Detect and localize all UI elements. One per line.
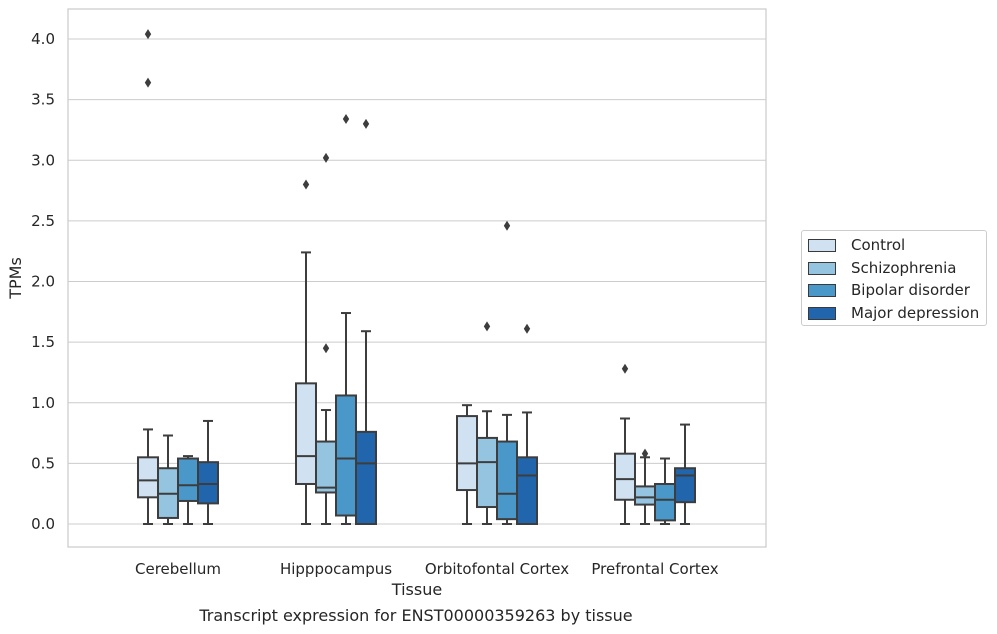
legend-swatch-schizophrenia: [808, 261, 836, 275]
outlier-point: [144, 77, 152, 88]
y-tick-label: 4.0: [31, 30, 55, 48]
box-control-cerebellum: [137, 29, 159, 525]
box-iqr: [496, 440, 518, 521]
x-tick-label: Hipppocampus: [280, 560, 392, 578]
y-tick-label: 1.5: [31, 333, 55, 351]
legend-swatch-bipolar-disorder: [808, 283, 836, 297]
box-iqr: [315, 440, 337, 494]
y-tick-label: 2.0: [31, 273, 55, 291]
x-axis-ticks: Cerebellum Hipppocampus Orbitofontal Corte…: [135, 560, 719, 578]
box-iqr: [654, 482, 676, 522]
outlier-point: [641, 448, 649, 459]
box-schizophrenia-hipppocampus: [315, 152, 337, 525]
box-bipolar-disorder-prefrontal-cortex: [654, 457, 676, 525]
box-iqr: [177, 457, 199, 502]
y-tick-label: 3.0: [31, 151, 55, 169]
y-axis-ticks: 0.0 0.5 1.0 1.5 2.0 2.5 3.0 3.5 4.0: [31, 30, 55, 533]
box-iqr: [614, 452, 636, 501]
box-iqr: [197, 461, 219, 505]
y-tick-label: 2.5: [31, 212, 55, 230]
outlier-point: [362, 118, 370, 129]
y-tick-label: 3.5: [31, 91, 55, 109]
box-major-depression-cerebellum: [197, 419, 219, 525]
legend-item-schizophrenia: Schizophrenia: [808, 258, 956, 278]
legend-label-bipolar-disorder: Bipolar disorder: [851, 281, 970, 299]
legend-item-control: Control: [808, 235, 905, 255]
legend-swatch-control: [808, 238, 836, 252]
legend-swatch-major-depression: [808, 306, 836, 320]
legend-label-control: Control: [851, 236, 906, 254]
box-iqr: [295, 382, 317, 485]
box-control-orbitofontal-cortex: [456, 404, 478, 525]
box-iqr: [137, 456, 159, 499]
box-schizophrenia-cerebellum: [157, 434, 179, 525]
box-control-hipppocampus: [295, 179, 317, 525]
box-iqr: [634, 485, 656, 506]
y-axis-label: TPMs: [6, 257, 25, 300]
box-iqr: [456, 415, 478, 492]
outlier-point: [302, 179, 310, 190]
gridlines: [68, 38, 766, 525]
outlier-point: [342, 114, 350, 125]
box-major-depression-hipppocampus: [355, 118, 377, 526]
outlier-point: [503, 220, 511, 231]
outlier-point: [322, 152, 330, 163]
box-iqr: [355, 430, 377, 526]
box-control-prefrontal-cortex: [614, 363, 636, 525]
box-plots: [137, 29, 696, 526]
box-major-depression-orbitofontal-cortex: [516, 323, 538, 525]
y-tick-label: 1.0: [31, 394, 55, 412]
chart-caption: Transcript expression for ENST0000035926…: [199, 606, 633, 625]
box-iqr: [335, 394, 357, 517]
x-tick-label: Orbitofontal Cortex: [425, 560, 569, 578]
plot-frame: [67, 8, 767, 548]
y-tick-label: 0.0: [31, 515, 55, 533]
outlier-point: [523, 323, 531, 334]
x-axis-label: Tissue: [391, 580, 442, 599]
box-schizophrenia-orbitofontal-cortex: [476, 321, 498, 525]
box-schizophrenia-prefrontal-cortex: [634, 448, 656, 525]
box-iqr: [674, 467, 696, 504]
legend-label-major-depression: Major depression: [851, 304, 980, 322]
outlier-point: [144, 29, 152, 40]
outlier-point: [322, 343, 330, 354]
outlier-point: [621, 363, 629, 374]
legend-item-bipolar-disorder: Bipolar disorder: [808, 280, 970, 300]
outlier-point: [483, 321, 491, 332]
box-iqr: [476, 436, 498, 509]
legend-item-major-depression: Major depression: [808, 303, 979, 323]
y-tick-label: 0.5: [31, 454, 55, 472]
legend-label-schizophrenia: Schizophrenia: [851, 259, 957, 277]
box-bipolar-disorder-cerebellum: [177, 455, 199, 525]
box-bipolar-disorder-hipppocampus: [335, 114, 357, 525]
legend: Control Schizophrenia Bipolar disorder M…: [801, 230, 987, 326]
box-bipolar-disorder-orbitofontal-cortex: [496, 220, 518, 525]
x-tick-label: Cerebellum: [135, 560, 221, 578]
box-major-depression-prefrontal-cortex: [674, 423, 696, 525]
x-tick-label: Prefrontal Cortex: [591, 560, 718, 578]
box-iqr: [516, 456, 538, 525]
